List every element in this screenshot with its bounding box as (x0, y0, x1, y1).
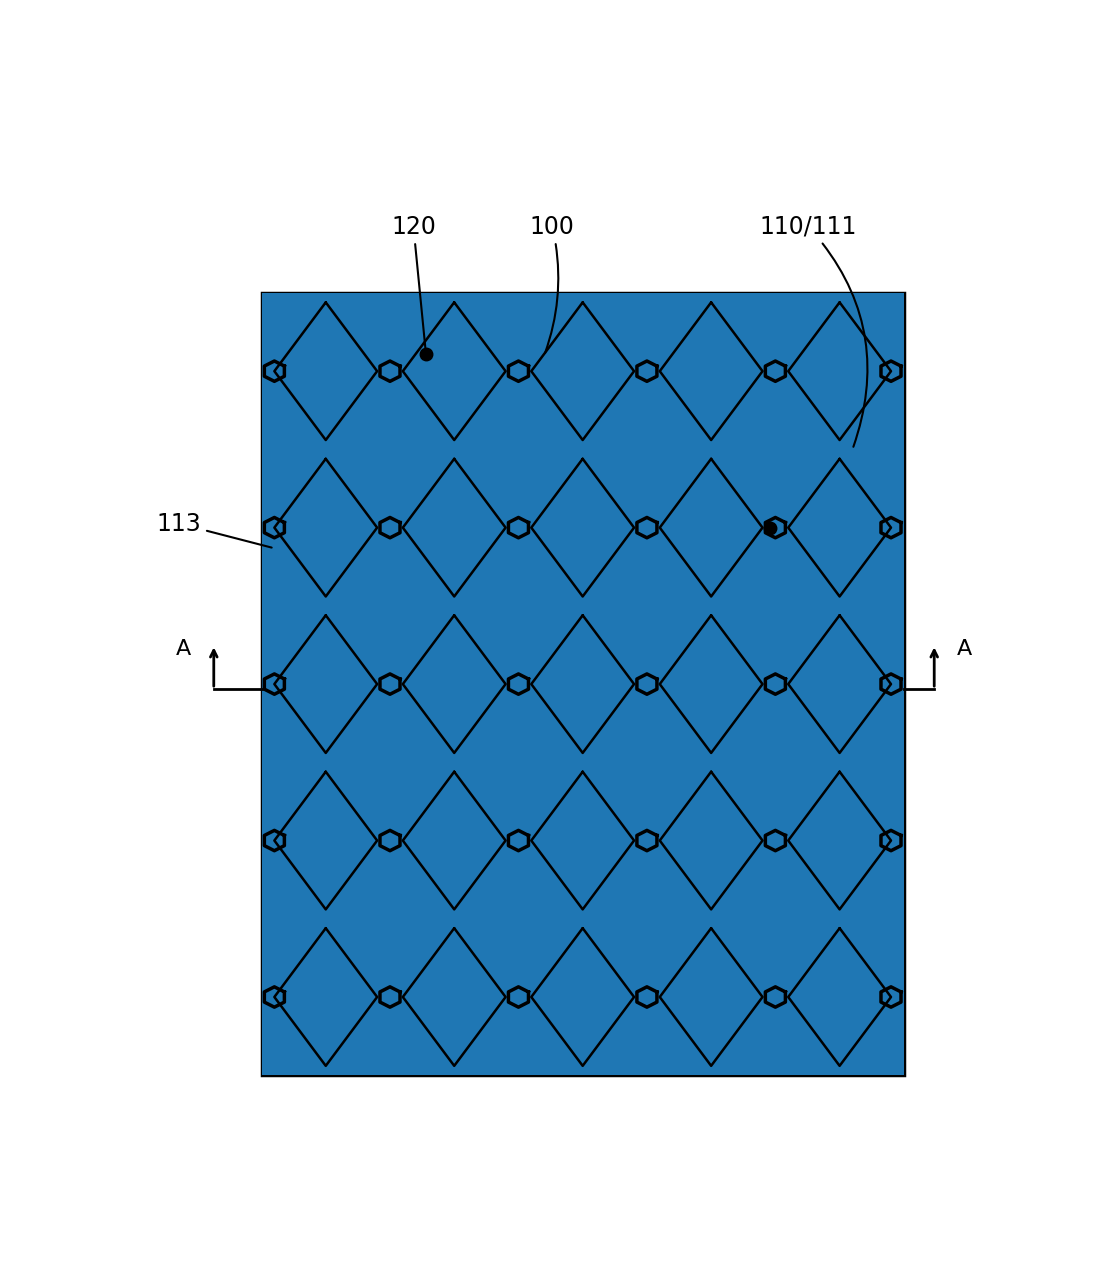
Text: 110/111: 110/111 (759, 215, 868, 446)
Text: A: A (956, 639, 972, 660)
Text: 113: 113 (157, 512, 272, 548)
Text: 100: 100 (530, 215, 575, 352)
Text: A: A (176, 639, 192, 660)
Text: 120: 120 (391, 215, 436, 351)
Bar (261, 293, 904, 1075)
Bar (261, 293, 904, 1075)
